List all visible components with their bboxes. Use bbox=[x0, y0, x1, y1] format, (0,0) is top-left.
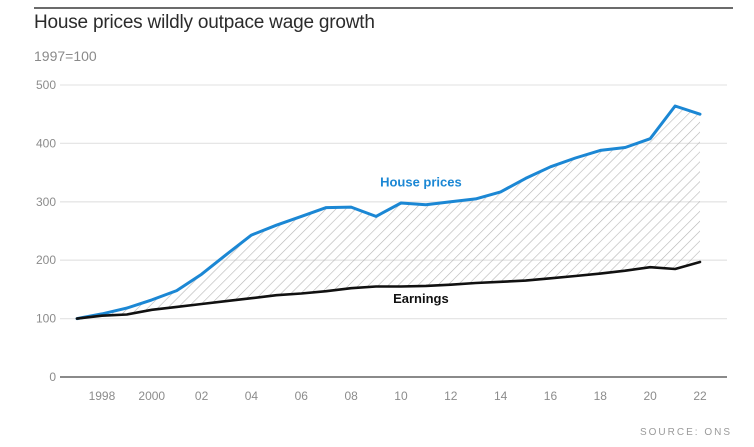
chart-title: House prices wildly outpace wage growth bbox=[34, 12, 375, 33]
series-lines bbox=[75, 104, 702, 321]
y-tick-label: 300 bbox=[36, 195, 56, 209]
x-tick-label: 22 bbox=[693, 389, 707, 403]
chart-subtitle: 1997=100 bbox=[34, 48, 97, 64]
x-tick-label: 10 bbox=[394, 389, 408, 403]
house-prices-line bbox=[75, 104, 702, 321]
x-tick-label: 1998 bbox=[89, 389, 116, 403]
x-tick-label: 06 bbox=[295, 389, 309, 403]
y-tick-label: 200 bbox=[36, 253, 56, 267]
source-note: SOURCE: ONS bbox=[639, 427, 732, 438]
earnings-line bbox=[75, 260, 702, 320]
gap-area bbox=[77, 106, 700, 319]
x-tick-label: 2000 bbox=[138, 389, 165, 403]
top-rule bbox=[34, 7, 733, 9]
y-tick-labels: 0 100 200 300 400 500 bbox=[36, 78, 56, 384]
x-tick-label: 12 bbox=[444, 389, 458, 403]
gap-hatched-area bbox=[77, 106, 700, 319]
y-tick-label: 500 bbox=[36, 78, 56, 92]
x-tick-label: 14 bbox=[494, 389, 508, 403]
x-tick-label: 20 bbox=[643, 389, 657, 403]
y-tick-label: 0 bbox=[49, 370, 56, 384]
x-tick-label: 02 bbox=[195, 389, 209, 403]
x-tick-label: 08 bbox=[344, 389, 358, 403]
x-tick-label: 04 bbox=[245, 389, 259, 403]
x-tick-label: 18 bbox=[594, 389, 608, 403]
earnings-label: Earnings bbox=[393, 291, 449, 306]
y-tick-label: 400 bbox=[36, 136, 56, 150]
y-tick-label: 100 bbox=[36, 312, 56, 326]
series-labels: House prices Earnings bbox=[380, 175, 462, 306]
x-tick-labels: 1998 2000 02 04 06 08 10 12 14 16 18 20 22 bbox=[89, 389, 707, 403]
x-tick-label: 16 bbox=[544, 389, 558, 403]
house-prices-label: House prices bbox=[380, 175, 462, 190]
